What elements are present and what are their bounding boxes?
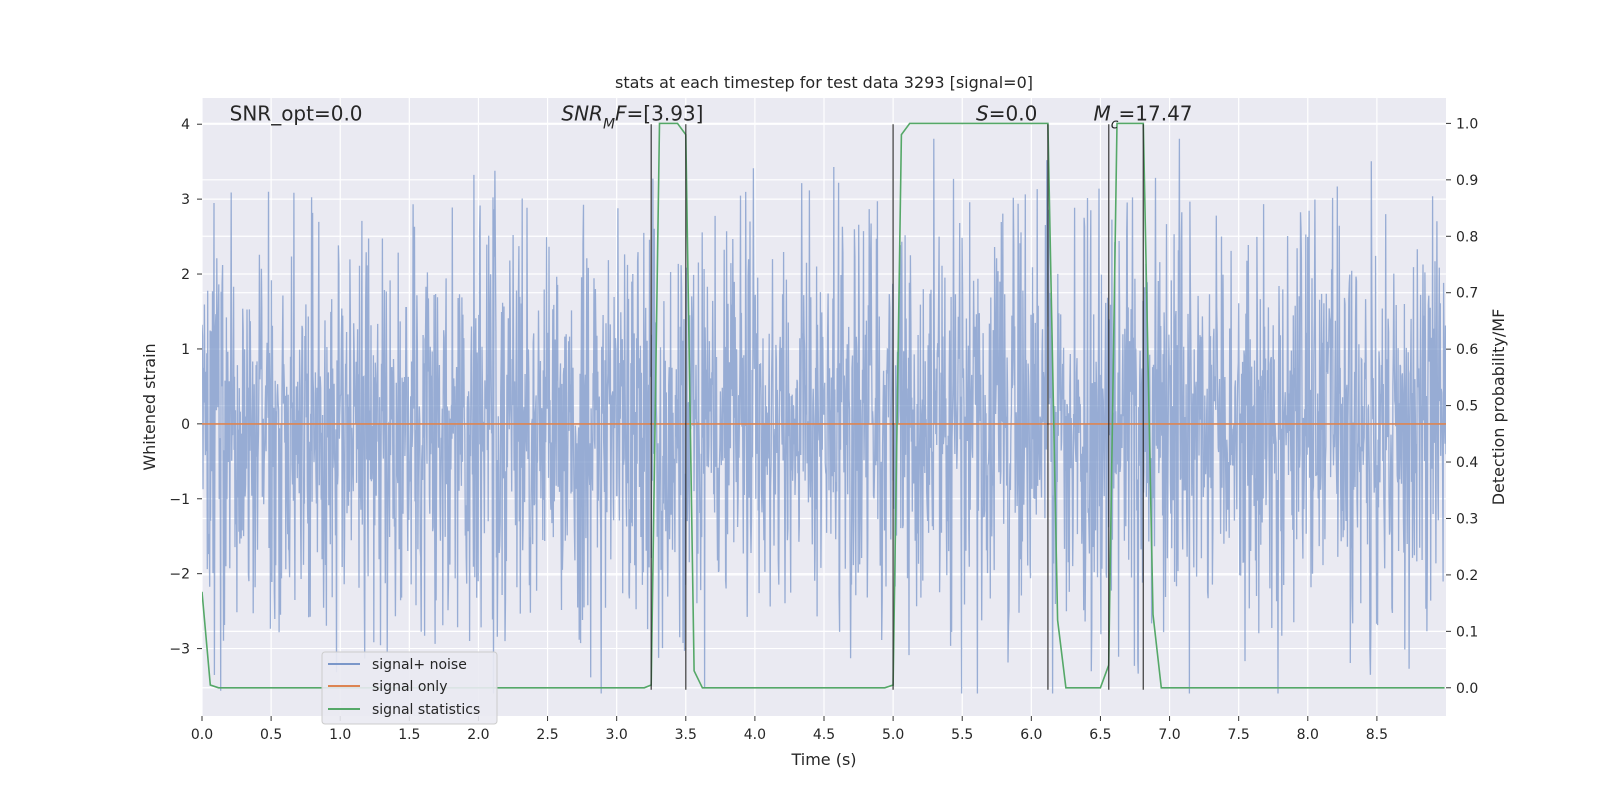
y2-tick-label: 0.8 xyxy=(1456,229,1478,245)
y-tick-label: 2 xyxy=(181,267,190,283)
x-tick-label: 8.0 xyxy=(1297,727,1319,743)
x-tick-label: 2.5 xyxy=(536,727,558,743)
legend-label-signal-statistics: signal statistics xyxy=(372,702,480,718)
x-tick-label: 0.5 xyxy=(260,727,282,743)
y2-tick-label: 0.9 xyxy=(1456,173,1478,189)
x-axis-ticks: 0.0 0.5 1.0 1.5 2.0 2.5 3.0 3.5 4.0 4.5 5.0 5.5 6.0 6… xyxy=(191,716,1388,743)
x-tick-label: 5.0 xyxy=(882,727,904,743)
x-tick-label: 3.0 xyxy=(606,727,628,743)
x-tick-label: 4.5 xyxy=(813,727,835,743)
y2-tick-label: 0.7 xyxy=(1456,286,1478,302)
series-signal-statistics-line xyxy=(202,122,1445,689)
y-axis-left-ticks: 4 3 2 1 0 −1 −2 −3 xyxy=(169,117,202,658)
legend: signal+ noise signal only signal statist… xyxy=(321,651,498,725)
annotation-text: SNR_opt=0.0 xyxy=(230,101,363,125)
y-tick-label: 4 xyxy=(181,117,190,133)
series-layer xyxy=(202,122,1446,694)
vertical-markers xyxy=(650,124,1144,690)
x-axis-label: Time (s) xyxy=(790,750,856,769)
annotation-text: SNRMF=[3.93] xyxy=(561,101,703,132)
x-tick-label: 8.5 xyxy=(1366,727,1388,743)
x-tick-label: 7.5 xyxy=(1228,727,1250,743)
legend-label-signal-noise: signal+ noise xyxy=(372,657,467,673)
y2-tick-label: 0.3 xyxy=(1456,511,1478,527)
y-tick-label: 0 xyxy=(181,417,190,433)
y2-tick-label: 0.0 xyxy=(1456,681,1478,697)
x-tick-label: 2.0 xyxy=(467,727,489,743)
x-tick-label: 0.0 xyxy=(191,727,213,743)
y-tick-label: −2 xyxy=(169,567,190,583)
y2-tick-label: 1.0 xyxy=(1456,116,1478,132)
y2-tick-label: 0.2 xyxy=(1456,568,1478,584)
x-tick-label: 6.0 xyxy=(1020,727,1042,743)
y-tick-label: −1 xyxy=(169,492,190,508)
y2-tick-label: 0.6 xyxy=(1456,342,1478,358)
x-tick-label: 1.0 xyxy=(329,727,351,743)
y-tick-label: 1 xyxy=(181,342,190,358)
series-signal-noise-line xyxy=(202,138,1446,694)
annotations: SNR_opt=0.0 SNRMF=[3.93] S=0.0 Mc=17.47 xyxy=(230,101,1193,132)
y-tick-label: 3 xyxy=(181,192,190,208)
x-tick-label: 4.0 xyxy=(744,727,766,743)
y2-tick-label: 0.5 xyxy=(1456,399,1478,415)
x-tick-label: 7.0 xyxy=(1158,727,1180,743)
y2-tick-label: 0.1 xyxy=(1456,624,1478,640)
x-tick-label: 1.5 xyxy=(398,727,420,743)
legend-box xyxy=(321,651,498,725)
chart-title: stats at each timestep for test data 329… xyxy=(615,73,1033,92)
y-axis-label: Whitened strain xyxy=(140,343,159,470)
legend-label-signal-only: signal only xyxy=(372,679,447,695)
y2-tick-label: 0.4 xyxy=(1456,455,1478,471)
x-tick-label: 3.5 xyxy=(675,727,697,743)
y-axis-right-ticks: 1.0 0.9 0.8 0.7 0.6 0.5 0.4 0.3 0.2 0.1 0.0 xyxy=(1446,116,1478,697)
annotation-text: S=0.0 xyxy=(976,101,1037,125)
x-tick-label: 6.5 xyxy=(1089,727,1111,743)
y-tick-label: −3 xyxy=(169,642,190,658)
annotation-text: Mc=17.47 xyxy=(1094,101,1193,132)
x-tick-label: 5.5 xyxy=(951,727,973,743)
y2-axis-label: Detection probability/MF xyxy=(1489,309,1508,506)
